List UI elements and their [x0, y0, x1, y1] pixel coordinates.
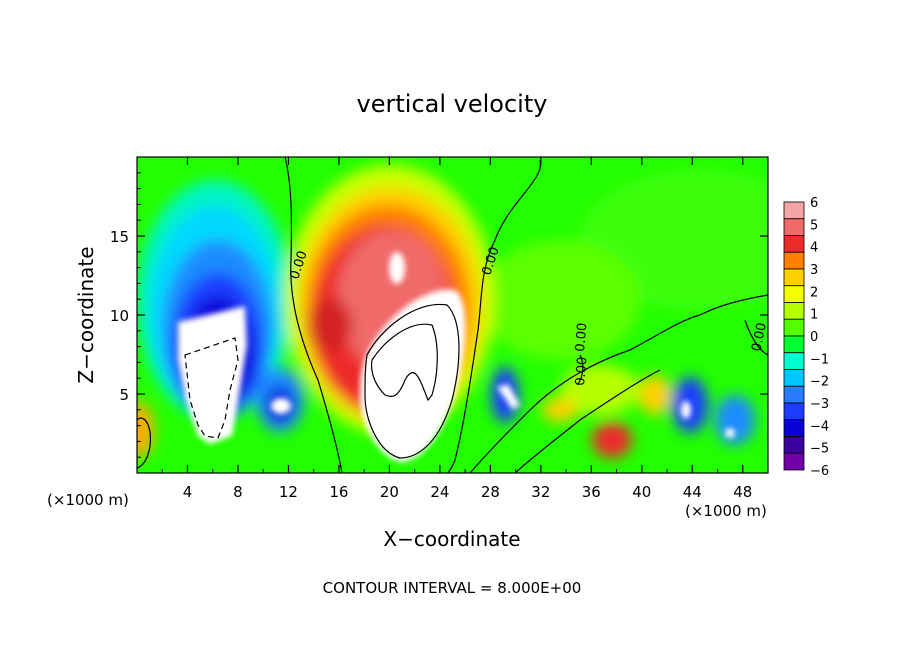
y-axis: 5 10 15: [110, 172, 768, 458]
x-tick-label: 48: [733, 483, 752, 501]
colorbar-swatch: [783, 369, 805, 387]
x-tick-label: 28: [481, 483, 500, 501]
contour-label: 0.00: [749, 321, 770, 352]
colorbar-swatch: [783, 352, 805, 370]
contour-zero-left: [284, 157, 343, 473]
colorbar-label: −6: [810, 464, 829, 479]
x-tick-label: 24: [430, 483, 449, 501]
contour-right-2: [514, 369, 661, 473]
y-tick-label: 10: [110, 307, 129, 325]
x-tick-label: 12: [279, 483, 298, 501]
y-tick-label: 15: [110, 228, 129, 246]
colorbar-swatch: [783, 452, 805, 471]
contour-downdraft: [184, 337, 239, 439]
contour-lines: [137, 157, 768, 473]
colorbar-swatch: [783, 218, 805, 236]
colorbar-swatch: [783, 402, 805, 421]
contour-label: 0.00: [573, 356, 590, 386]
x-tick-label: 4: [183, 483, 193, 501]
x-tick-label: 32: [531, 483, 550, 501]
x-axis-label: X−coordinate: [383, 527, 520, 551]
contour-label-group: 0.00 0.00 0.00 0.00 0.00: [288, 245, 770, 386]
colorbar-swatch: [783, 235, 805, 253]
colorbar-label: −2: [810, 375, 829, 390]
colorbar-swatch: [783, 201, 805, 220]
colorbar-label: −5: [810, 442, 829, 457]
colorbar-swatch: [783, 419, 805, 437]
colorbar-label: −4: [810, 419, 829, 434]
colorbar-swatch: [783, 318, 805, 337]
contour-updraft-inner: [370, 323, 438, 402]
contour-interval-note: CONTOUR INTERVAL = 8.000E+00: [323, 579, 582, 597]
contour-updraft: [364, 303, 460, 459]
colorbar-swatch: [783, 335, 805, 354]
colorbar-label: 2: [810, 285, 818, 300]
x-axis: 4 8 12 16 20 24 28 32 36 40 44 48: [161, 157, 752, 501]
chart-title: vertical velocity: [357, 90, 548, 118]
y-tick-label: 5: [119, 386, 129, 404]
colorbar-label: −3: [810, 397, 829, 412]
contour-left-edge: [137, 417, 151, 469]
x-tick-label: 20: [380, 483, 399, 501]
field-cores: [178, 252, 735, 462]
colorbar-swatch: [783, 385, 805, 404]
colorbar-label: 4: [810, 241, 818, 256]
colorbar-swatch: [783, 251, 805, 270]
colorbar-label: 0: [810, 330, 818, 345]
x-unit-left: (×1000 m): [47, 491, 129, 509]
x-tick-label: 8: [233, 483, 243, 501]
colorbar-swatch: [783, 268, 805, 287]
contour-right-3: [744, 319, 768, 356]
colorbar-label: 6: [810, 196, 818, 211]
x-tick-label: 44: [683, 483, 702, 501]
colorbar-label: 5: [810, 218, 818, 233]
y-axis-label: Z−coordinate: [74, 246, 98, 383]
colorbar-swatch: [783, 436, 805, 454]
colorbar-swatch: [783, 285, 805, 303]
contour-zero-mid: [447, 159, 542, 473]
x-tick-label: 16: [329, 483, 348, 501]
contour-label: 0.00: [573, 322, 590, 352]
contour-small-1: [576, 354, 584, 386]
colorbar-label: 3: [810, 263, 818, 278]
x-tick-label: 36: [582, 483, 601, 501]
colorbar-swatch: [783, 302, 805, 320]
contour-right-1: [469, 294, 768, 473]
x-tick-label: 40: [632, 483, 651, 501]
velocity-field: 0.00 0.00 0.00 0.00 0.00: [137, 157, 770, 473]
colorbar-label: −1: [810, 352, 829, 367]
x-unit-right: (×1000 m): [685, 502, 767, 520]
colorbar-label: 1: [810, 308, 818, 323]
colorbar: 6 5 4 3 2 1 0 −1 −2 −3 −4 −5 −6: [783, 196, 829, 479]
